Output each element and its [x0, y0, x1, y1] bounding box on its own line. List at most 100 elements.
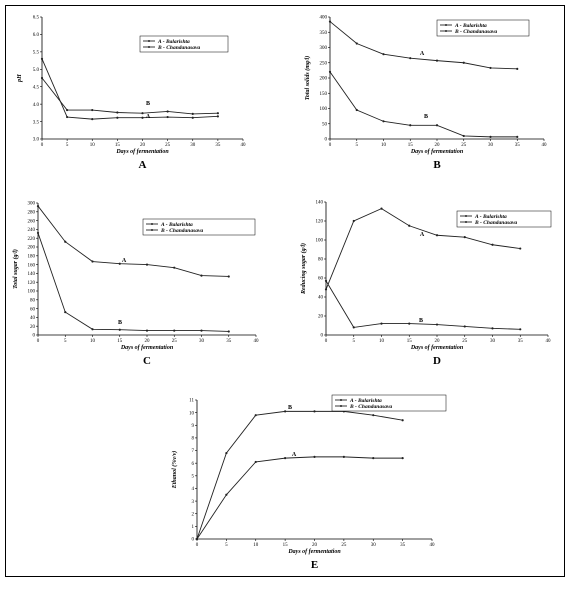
y-tick-label: 100 — [320, 107, 328, 112]
legend-entry: A - Balarishta — [349, 398, 382, 404]
x-tick-label: 0 — [41, 143, 44, 148]
y-tick-label: 0 — [33, 334, 36, 339]
data-point-b — [118, 328, 121, 331]
y-tick-label: 200 — [28, 246, 36, 251]
data-point-a — [227, 275, 230, 278]
data-point-b — [519, 328, 522, 331]
panel-label: C — [143, 355, 151, 367]
x-tick-label: 5 — [356, 143, 359, 148]
panel-label: B — [433, 159, 441, 171]
x-tick-label: 25 — [341, 543, 347, 548]
panel-label: D — [433, 355, 441, 367]
data-point-a — [173, 266, 176, 269]
legend-marker — [340, 405, 342, 407]
data-point-a — [191, 116, 194, 119]
chart-panel-e: 0 5 10 15 20 25 30 35 40 0 1 2 3 4 5 6 7 8 9 10 11 Days of fe… — [171, 394, 447, 571]
data-point-a — [380, 207, 383, 210]
x-tick-label: 0 — [325, 339, 328, 344]
y-tick-label: 40 — [318, 296, 324, 301]
data-point-a — [352, 219, 355, 223]
series-line-a — [325, 208, 521, 290]
x-tick-label: 40 — [546, 339, 552, 344]
data-point-a — [382, 53, 385, 56]
y-tick-label: 200 — [320, 77, 328, 82]
legend-box — [139, 35, 229, 53]
y-tick-label: 80 — [318, 258, 324, 263]
y-tick-label: 120 — [28, 281, 36, 286]
data-point-b — [64, 311, 67, 314]
data-point-b — [462, 134, 465, 138]
y-tick-label: 7 — [192, 449, 195, 454]
x-axis-title: Days of fermentation — [410, 149, 464, 155]
chart-panel-b: 0 5 10 15 20 25 30 35 40050100150200250300350400… — [304, 16, 547, 171]
x-tick-label: 40 — [254, 339, 260, 344]
y-tick-label: 6 — [192, 462, 195, 467]
series-line-a — [196, 456, 403, 540]
y-tick-label: 4.5 — [33, 85, 40, 90]
data-point-a — [462, 61, 465, 64]
x-tick-label: 15 — [283, 543, 289, 548]
legend-marker — [148, 40, 150, 42]
data-point-a — [200, 274, 203, 277]
x-tick-label: 0 — [37, 339, 40, 344]
curve-label-a: A — [122, 258, 127, 264]
x-tick-label: 30 — [199, 339, 205, 344]
y-tick-label: 8 — [192, 437, 195, 442]
x-tick-label: 10 — [90, 143, 96, 148]
y-tick-label: 4.0 — [33, 103, 40, 108]
y-tick-label: 400 — [320, 16, 328, 21]
x-tick-label: 20 — [312, 543, 318, 548]
x-tick-label: 35 — [515, 143, 521, 148]
y-tick-label: 0 — [325, 138, 328, 143]
data-point-a — [116, 116, 119, 119]
y-tick-label: 260 — [28, 219, 36, 224]
x-tick-label: 35 — [518, 339, 524, 344]
x-tick-label: 40 — [542, 143, 548, 148]
data-point-a — [491, 243, 494, 246]
data-point-b — [191, 112, 194, 116]
y-tick-label: 20 — [318, 315, 324, 320]
series-line-b — [41, 77, 218, 115]
y-tick-label: 60 — [318, 277, 324, 282]
data-point-b — [328, 70, 332, 73]
x-tick-label: 25 — [461, 143, 467, 148]
data-point-b — [145, 329, 149, 332]
y-tick-label: 3 — [192, 500, 195, 505]
data-point-b — [91, 108, 94, 112]
data-point-b — [435, 323, 439, 326]
data-point-a — [313, 455, 316, 458]
series-line-a — [41, 58, 218, 120]
x-tick-label: 30 — [490, 339, 496, 344]
y-tick-label: 5 — [192, 475, 195, 480]
data-point-a — [516, 67, 519, 70]
legend-entry: A - Balarishta — [157, 39, 190, 45]
legend-marker — [151, 223, 153, 225]
curve-label-a: A — [292, 452, 297, 458]
legend-entry: A - Balarishta — [474, 214, 507, 220]
data-point-b — [463, 325, 466, 328]
x-tick-label: 35 — [400, 543, 406, 548]
data-point-a — [91, 118, 94, 121]
legend-entry: A - Balarishta — [160, 222, 193, 228]
legend-box — [331, 394, 447, 412]
y-tick-label: 80 — [30, 299, 36, 304]
y-tick-label: 140 — [316, 201, 324, 206]
data-point-b — [355, 108, 358, 112]
x-axis-title: Days of fermentation — [120, 345, 174, 351]
data-point-a — [64, 240, 67, 243]
data-point-a — [91, 260, 94, 263]
x-tick-label: 5 — [353, 339, 356, 344]
data-point-a — [145, 263, 149, 266]
data-point-a — [408, 224, 411, 227]
y-axis-title: Reducing sugar (g/l) — [300, 243, 307, 295]
chart-panel-a: 0 5 10 15 20 25 30 35 40 3.0 3.5 4.0 4.5 5.0 5.5 6.0 6.5… — [17, 16, 246, 171]
x-tick-label: 25 — [172, 339, 178, 344]
series-line-a — [37, 205, 229, 277]
data-point-b — [36, 231, 40, 235]
x-tick-label: 25 — [165, 143, 171, 148]
legend-marker — [340, 399, 342, 401]
data-point-a — [254, 460, 257, 464]
y-tick-label: 3.5 — [33, 120, 40, 125]
y-tick-label: 40 — [30, 316, 36, 321]
